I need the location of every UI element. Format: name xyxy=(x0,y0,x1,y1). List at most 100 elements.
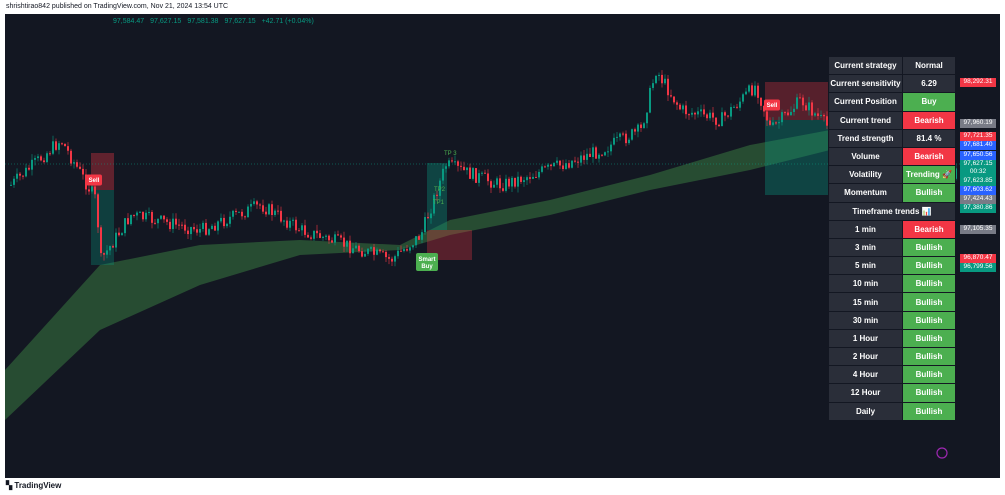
table-row: Current Position Buy xyxy=(828,92,956,112)
signal-label-bg xyxy=(764,99,780,111)
candle-body xyxy=(55,141,57,150)
candle-body xyxy=(403,249,405,252)
candle-body xyxy=(517,176,519,187)
candle-body xyxy=(601,154,603,156)
candle-body xyxy=(46,153,48,163)
candle-body xyxy=(361,251,363,257)
candle-body xyxy=(277,210,279,212)
candle-body xyxy=(715,117,717,125)
candle-body xyxy=(304,225,306,235)
candle-body xyxy=(640,124,642,128)
candle-body xyxy=(766,111,768,121)
candle-body xyxy=(760,97,762,106)
candle-body xyxy=(199,229,201,233)
candle-body xyxy=(250,203,252,207)
row-value: Trending 🚀 xyxy=(902,165,956,185)
candle-body xyxy=(91,186,93,192)
candle-body xyxy=(589,153,591,158)
row-value: Bullish xyxy=(902,237,956,258)
price-label: 97,424.43 xyxy=(960,195,996,204)
candle-body xyxy=(115,232,117,248)
candle-body xyxy=(637,124,639,132)
table-row: Current sensitivity 6.29 xyxy=(828,74,956,94)
candle-body xyxy=(706,114,708,119)
signal-label-line: Smart xyxy=(418,257,435,263)
table-row: Current strategy Normal xyxy=(828,55,956,76)
candle-body xyxy=(496,178,498,185)
candle-body xyxy=(79,166,81,169)
price-label: 98,292.31 xyxy=(960,78,996,87)
candle-body xyxy=(682,105,684,110)
candle-body xyxy=(688,114,690,116)
candle-body xyxy=(745,91,747,95)
row-label: Timeframe trends 📊 xyxy=(828,201,956,221)
candle-body xyxy=(610,144,612,152)
candle-body xyxy=(454,161,456,163)
candle-body xyxy=(157,218,159,224)
table-row: 10 min Bullish xyxy=(828,274,956,294)
price-label: 97,380.86 xyxy=(960,204,996,213)
candle-body xyxy=(247,206,249,218)
row-value: Bullish xyxy=(902,383,956,403)
candle-body xyxy=(559,160,561,166)
price-label: 00:32 xyxy=(960,168,996,177)
candle-body xyxy=(742,94,744,102)
candle-body xyxy=(535,176,537,178)
candle-body xyxy=(811,102,813,116)
candle-body xyxy=(703,109,705,115)
candle-body xyxy=(826,116,828,126)
candle-body xyxy=(475,168,477,183)
row-value: Bullish xyxy=(902,328,956,349)
candle-body xyxy=(415,236,417,246)
table-row: Momentum Bullish xyxy=(828,183,956,203)
candle-body xyxy=(421,232,423,240)
candle-body xyxy=(649,87,651,113)
ohlc-bar: 97,584.47 97,627.15 97,581.38 97,627.15 +42.… xyxy=(113,18,320,25)
candle-body xyxy=(607,151,609,153)
candle-body xyxy=(565,163,567,170)
candle-body xyxy=(13,178,15,185)
candle-body xyxy=(271,204,273,216)
candle-body xyxy=(544,166,546,168)
candle-body xyxy=(190,227,192,235)
row-label: 15 min xyxy=(828,292,903,312)
candle-body xyxy=(499,178,501,189)
candle-body xyxy=(772,122,774,125)
price-label: 97,627.15 xyxy=(960,160,996,169)
candle-body xyxy=(427,217,429,219)
candle-body xyxy=(160,215,162,219)
candle-body xyxy=(187,230,189,235)
indicator-icon[interactable] xyxy=(936,447,948,459)
indicator-table: Current strategy Normal Current sensitivit… xyxy=(828,55,956,421)
candle-body xyxy=(352,248,354,254)
candle-body xyxy=(616,136,618,138)
candle-body xyxy=(562,165,564,170)
candle-body xyxy=(388,257,390,259)
candle-body xyxy=(793,108,795,113)
candle-body xyxy=(622,133,624,135)
candle-body xyxy=(109,246,111,251)
table-row: 3 min Bullish xyxy=(828,237,956,258)
candle-body xyxy=(418,236,420,240)
price-label: 97,721.35 xyxy=(960,132,996,141)
row-label: Volatility xyxy=(828,165,903,185)
row-value: Bullish xyxy=(902,292,956,312)
candle-body xyxy=(394,256,396,262)
candle-body xyxy=(334,234,336,243)
candle-body xyxy=(664,78,666,84)
tp-label: TP 3 xyxy=(444,151,457,157)
table-row: Trend strength 81.4 % xyxy=(828,128,956,148)
candle-body xyxy=(592,147,594,158)
row-label: Current Position xyxy=(828,92,903,112)
candle-body xyxy=(343,237,345,247)
price-label: 97,105.35 xyxy=(960,225,996,234)
row-label: Volume xyxy=(828,146,903,167)
candle-body xyxy=(325,235,327,237)
candle-body xyxy=(769,120,771,125)
candle-body xyxy=(718,124,720,127)
candle-body xyxy=(787,112,789,116)
candle-body xyxy=(274,210,276,216)
candle-body xyxy=(784,112,786,114)
candle-body xyxy=(478,173,480,183)
row-value: Bullish xyxy=(902,365,956,385)
